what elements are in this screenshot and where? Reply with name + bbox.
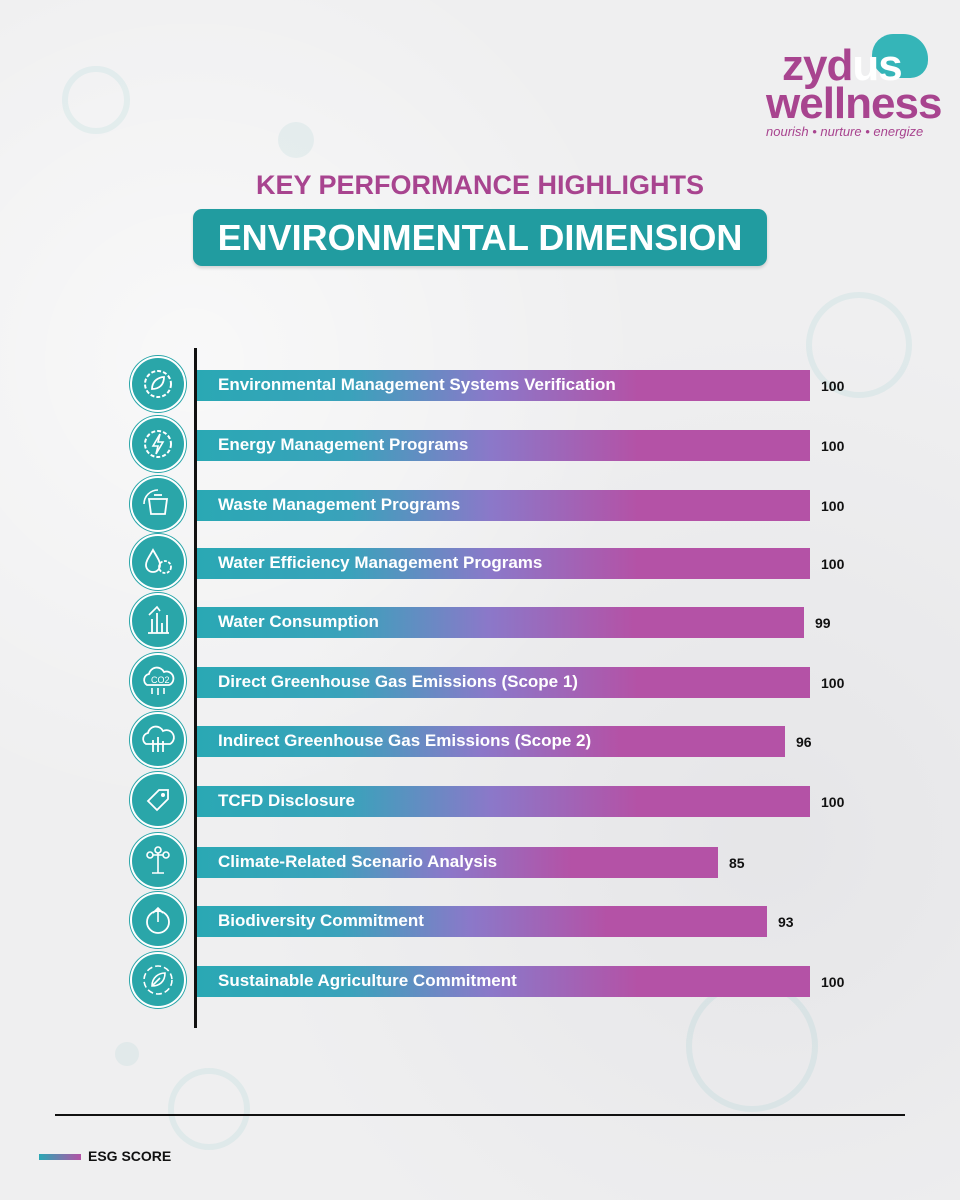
chart-row: Indirect Greenhouse Gas Emissions (Scope…	[0, 712, 960, 768]
bar	[197, 370, 810, 401]
bar-category-label: Climate-Related Scenario Analysis	[218, 852, 498, 871]
bar-value-label: 100	[821, 974, 845, 990]
bar-category-label: Sustainable Agriculture Commitment	[218, 971, 517, 990]
chart-row: Environmental Management Systems Verific…	[0, 356, 960, 412]
bar-value-label: 100	[821, 556, 845, 572]
leaf-cycle-icon	[130, 952, 186, 1008]
bar-category-label: Environmental Management Systems Verific…	[218, 375, 616, 394]
chart-row: Water Efficiency Management Programs 100	[0, 534, 960, 590]
footer-divider	[55, 1114, 905, 1116]
chart-axis-line	[194, 348, 197, 1028]
water-growth-icon	[130, 593, 186, 649]
bar-value-label: 93	[778, 914, 794, 930]
bar	[197, 490, 810, 521]
logo-tagline: nourish • nurture • energize	[766, 124, 924, 139]
bar	[197, 906, 767, 937]
bar	[197, 430, 810, 461]
chart-row: Biodiversity Commitment 93	[0, 892, 960, 948]
title-banner: ENVIRONMENTAL DIMENSION	[193, 209, 767, 266]
page-title: ENVIRONMENTAL DIMENSION	[217, 216, 743, 258]
logo-wordmark-top: zydus	[782, 41, 903, 90]
kicker-heading: KEY PERFORMANCE HIGHLIGHTS	[255, 170, 705, 200]
bar	[197, 667, 810, 698]
chart-row: Sustainable Agriculture Commitment 100	[0, 952, 960, 1008]
scenario-network-icon	[130, 833, 186, 889]
svg-text:CO2: CO2	[151, 675, 170, 685]
chart-row: CO2 Direct Greenhouse Gas Emissions (Scop…	[0, 653, 960, 709]
background-recycle-decoration	[806, 292, 912, 398]
tag-icon	[130, 772, 186, 828]
chart-row: TCFD Disclosure 100	[0, 772, 960, 828]
bar-value-label: 85	[729, 855, 745, 871]
chart-row: Water Consumption 99	[0, 593, 960, 649]
bar	[197, 726, 785, 757]
earth-tree-icon	[130, 892, 186, 948]
background-globe-decoration	[62, 66, 130, 134]
bar-category-label: Direct Greenhouse Gas Emissions (Scope 1…	[218, 672, 578, 691]
co2-cloud-icon: CO2	[130, 653, 186, 709]
gear-leaf-icon	[130, 356, 186, 412]
legend-label: ESG SCORE	[88, 1148, 172, 1164]
recycle-bin-icon	[130, 476, 186, 532]
legend-swatch	[39, 1154, 81, 1160]
bar-category-label: Water Consumption	[218, 612, 379, 631]
bar-category-label: Waste Management Programs	[218, 495, 461, 514]
chart-row: Energy Management Programs 100	[0, 416, 960, 472]
logo-wordmark-bottom: wellness	[766, 79, 942, 128]
bar-category-label: TCFD Disclosure	[218, 791, 355, 810]
logo-blob-shape	[872, 34, 928, 78]
bar-category-label: Biodiversity Commitment	[218, 911, 424, 930]
bar-value-label: 100	[821, 498, 845, 514]
bar-value-label: 100	[821, 438, 845, 454]
bar-value-label: 96	[796, 734, 812, 750]
bar	[197, 966, 810, 997]
zydus-wellness-logo: zydus wellness nourish • nurture • energ…	[760, 30, 942, 140]
background-dot-decoration	[115, 1042, 139, 1066]
logo-us-text: us	[852, 41, 902, 90]
bar	[197, 548, 810, 579]
background-dot-decoration	[278, 122, 314, 158]
bar-category-label: Water Efficiency Management Programs	[218, 553, 543, 572]
bar	[197, 607, 804, 638]
bar	[197, 786, 810, 817]
water-drop-gear-icon	[130, 534, 186, 590]
cloud-building-icon	[130, 712, 186, 768]
bar-value-label: 100	[821, 794, 845, 810]
bar-category-label: Energy Management Programs	[218, 435, 469, 454]
bar-category-label: Indirect Greenhouse Gas Emissions (Scope…	[218, 731, 592, 750]
chart-row: Climate-Related Scenario Analysis 85	[0, 833, 960, 889]
bar-value-label: 100	[821, 378, 845, 394]
background-ring-decoration	[168, 1068, 250, 1150]
logo-zyd-text: zyd	[782, 41, 853, 90]
gear-lightning-icon	[130, 416, 186, 472]
bar	[197, 847, 718, 878]
bar-value-label: 99	[815, 615, 831, 631]
bar-value-label: 100	[821, 675, 845, 691]
chart-row: Waste Management Programs 100	[0, 476, 960, 532]
